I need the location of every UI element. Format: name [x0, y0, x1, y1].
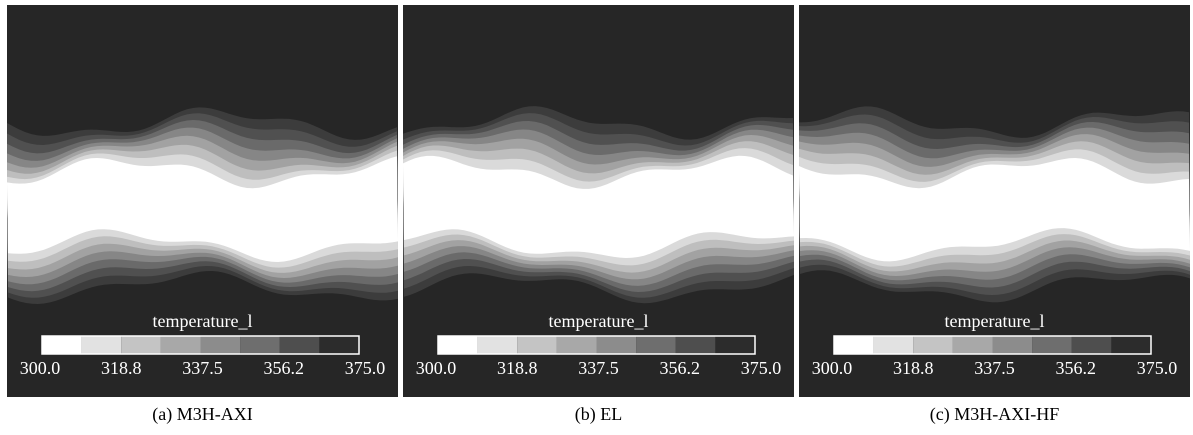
colorbar-title: temperature_l — [549, 311, 649, 331]
colorbar-swatch — [596, 336, 637, 354]
temperature-contour — [799, 158, 1190, 262]
colorbar-tick-label: 356.2 — [264, 358, 305, 378]
colorbar-swatch — [992, 336, 1033, 354]
colorbar-swatch — [279, 336, 320, 354]
colorbar-title: temperature_l — [153, 311, 253, 331]
colorbar-swatch — [556, 336, 597, 354]
colorbar-tick-label: 375.0 — [741, 358, 782, 378]
colorbar-swatch — [873, 336, 914, 354]
colorbar-frame — [41, 335, 360, 355]
temperature-contour — [7, 156, 398, 262]
colorbar-swatch — [715, 336, 755, 354]
colorbar-swatch — [1111, 336, 1151, 354]
colorbar-tick-label: 375.0 — [1137, 358, 1178, 378]
colorbar-swatch — [81, 336, 122, 354]
colorbar-tick-label: 337.5 — [974, 358, 1015, 378]
colorbar-tick-label: 300.0 — [812, 358, 853, 378]
colorbar-swatch — [1071, 336, 1112, 354]
colorbar-swatch — [952, 336, 993, 354]
temperature-contour — [403, 155, 794, 258]
colorbar-swatch — [517, 336, 557, 354]
colorbar-frame — [437, 335, 756, 355]
colorbar-frame — [833, 335, 1152, 355]
colorbar-swatch — [42, 336, 82, 354]
colorbar-swatch — [319, 336, 359, 354]
colorbar-tick-label: 337.5 — [578, 358, 619, 378]
colorbar-tick-label: 337.5 — [182, 358, 223, 378]
colorbar-swatch — [477, 336, 518, 354]
colorbar-title: temperature_l — [945, 311, 1045, 331]
colorbar-swatch — [240, 336, 280, 354]
panel: temperature_l 300.0 318.8 337.5 356.2 375.0 — [403, 5, 794, 397]
colorbar-tick-label: 318.8 — [893, 358, 934, 378]
colorbar-swatch — [121, 336, 161, 354]
colorbar-swatch — [636, 336, 676, 354]
colorbar-tick-label: 318.8 — [497, 358, 538, 378]
panel: temperature_l 300.0 318.8 337.5 356.2 375.0 — [7, 5, 398, 397]
colorbar-tick-label: 300.0 — [20, 358, 61, 378]
colorbar-swatch — [675, 336, 716, 354]
colorbar-swatch — [160, 336, 201, 354]
panel-caption: (c) M3H-AXI-HF — [930, 404, 1059, 425]
panel: temperature_l 300.0 318.8 337.5 356.2 375.0 — [799, 5, 1190, 397]
colorbar-swatch — [834, 336, 874, 354]
colorbar-swatch — [438, 336, 478, 354]
colorbar-tick-label: 318.8 — [101, 358, 142, 378]
colorbar-tick-label: 300.0 — [416, 358, 457, 378]
colorbar-swatch — [200, 336, 241, 354]
colorbar-tick-label: 356.2 — [660, 358, 701, 378]
colorbar-swatch — [913, 336, 953, 354]
panel-caption: (b) EL — [575, 404, 622, 425]
panel-caption: (a) M3H-AXI — [152, 404, 252, 425]
colorbar-tick-label: 356.2 — [1056, 358, 1097, 378]
colorbar-tick-label: 375.0 — [345, 358, 386, 378]
colorbar-swatch — [1032, 336, 1072, 354]
